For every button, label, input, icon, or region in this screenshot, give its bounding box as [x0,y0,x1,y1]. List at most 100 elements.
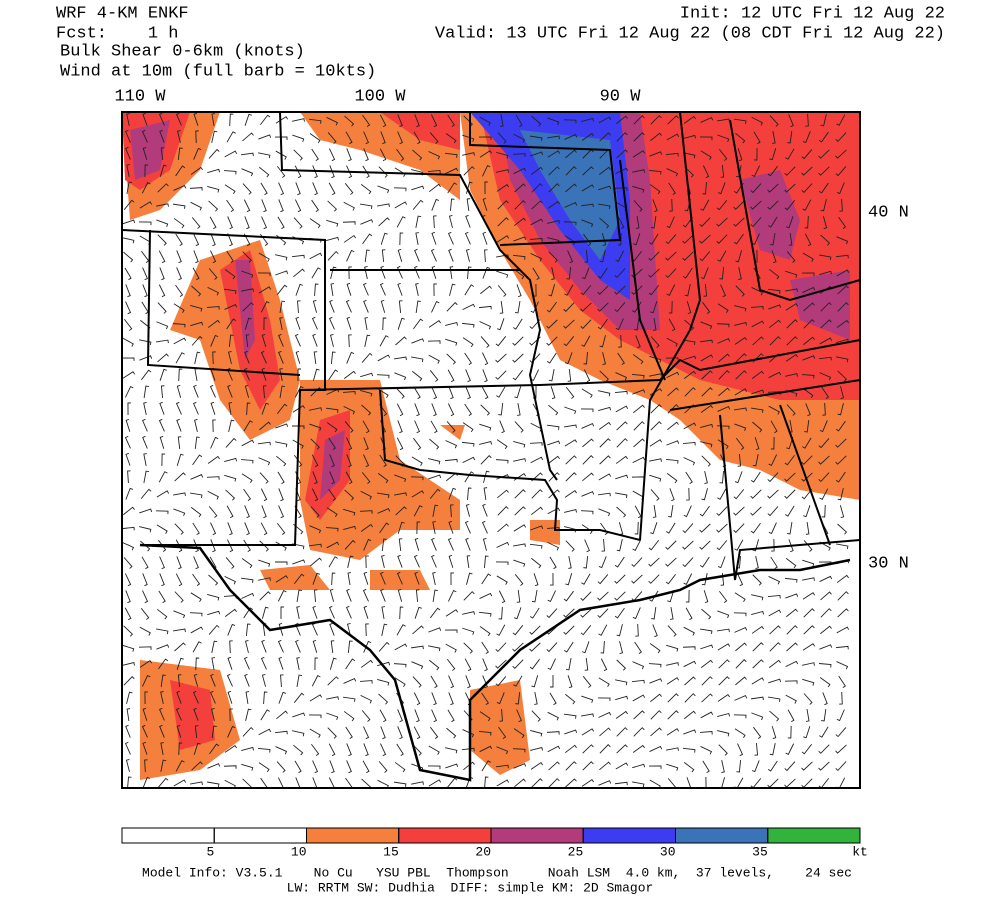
barb [382,317,387,331]
barb [381,538,387,552]
barb [701,608,712,620]
barb [650,336,660,348]
barb [413,318,424,330]
barb [207,490,219,500]
barb [345,726,353,740]
barb [464,284,474,296]
barb [158,590,166,604]
barb [241,763,254,771]
barb [158,284,166,298]
barb [430,420,438,434]
barb [125,129,131,143]
barb [785,270,798,278]
barb [683,355,697,361]
barb [616,624,623,637]
barb [173,218,185,229]
barb [346,148,352,162]
barb [650,301,658,314]
barb [241,558,253,569]
barb [633,421,645,431]
barb [396,624,406,636]
barb [297,300,301,314]
barb [241,473,253,484]
barb [210,401,216,415]
barb [700,746,713,755]
barb [277,216,285,230]
barb [312,471,318,485]
barb [718,676,730,686]
barb [699,136,713,141]
barb [531,590,538,603]
barb [580,591,592,601]
barb [497,506,509,516]
barb [733,612,747,617]
barb [822,216,828,230]
barb [564,439,578,447]
barb [514,301,521,314]
barb [597,591,609,601]
barb [275,270,289,276]
barb [550,386,556,400]
barb [359,510,373,514]
barb [512,369,523,381]
barb [274,561,288,566]
barb [704,471,708,484]
barb [717,250,727,262]
barb [786,336,798,346]
barb [343,370,356,379]
barb [750,778,762,788]
barb [565,573,573,586]
barb [683,370,696,379]
barb [178,368,183,382]
barb [210,436,219,449]
barb [548,251,558,263]
barb [666,133,680,141]
barb [446,658,456,671]
barb [479,711,491,722]
barb [836,543,849,550]
barb [716,217,728,227]
barb [430,607,441,619]
barb [753,726,762,739]
barb [548,489,560,499]
barb [329,165,335,179]
barb [787,130,793,144]
barb [393,781,407,787]
barb [295,283,304,296]
barb [666,662,679,666]
barb [785,593,799,599]
barb [314,589,318,603]
barb [156,321,169,330]
barb [257,441,271,446]
barb [818,761,830,771]
barb [768,371,782,379]
barb [142,418,148,432]
barb [665,251,677,261]
barb [296,589,303,602]
colorbar-segment [213,827,307,844]
barb [190,474,204,480]
barb [142,435,148,449]
barb [142,284,148,298]
barb [649,458,662,462]
barb [818,663,832,668]
barb [395,387,405,399]
barb [295,350,301,364]
barb [615,318,624,331]
barb [803,608,815,618]
barb [360,183,372,195]
barb [682,747,696,753]
barb [649,745,663,752]
barb [360,659,373,668]
barb [497,489,509,499]
barb [448,589,457,602]
barb [648,557,660,567]
barb [822,402,826,416]
barb [565,472,577,482]
barb [377,354,391,362]
barb [751,594,764,601]
barb [280,674,284,688]
barb [718,148,728,161]
barb [617,216,625,230]
barb [311,454,319,468]
